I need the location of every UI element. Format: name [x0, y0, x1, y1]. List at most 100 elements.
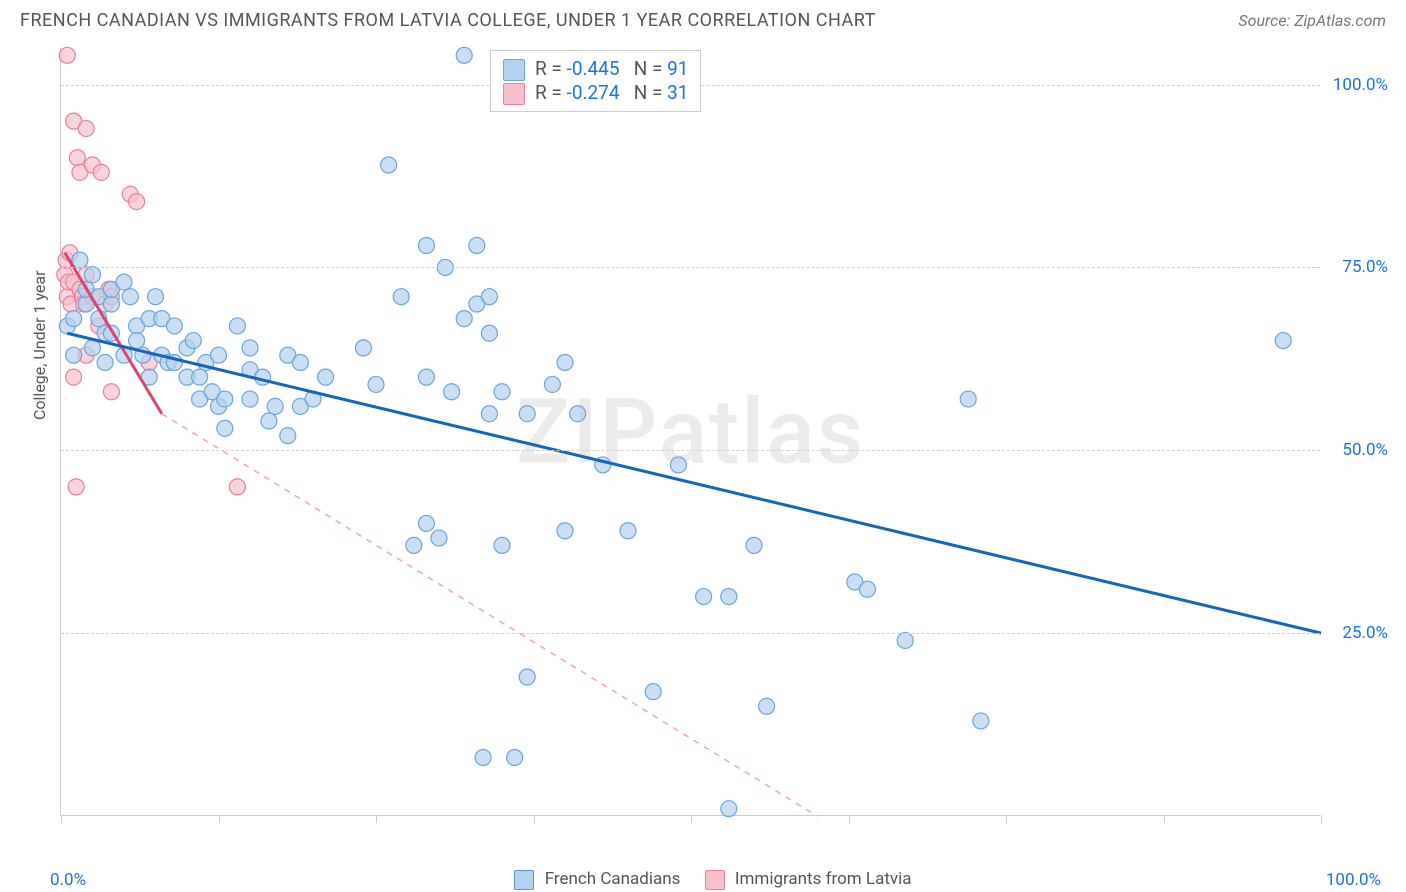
- y-tick-label: 100.0%: [1333, 75, 1388, 95]
- scatter-point: [960, 391, 976, 407]
- source-label: Source: ZipAtlas.com: [1238, 11, 1386, 30]
- scatter-point: [68, 479, 84, 495]
- scatter-point: [261, 413, 277, 429]
- scatter-point: [129, 333, 145, 349]
- scatter-point: [129, 194, 145, 210]
- x-tick: [376, 815, 377, 823]
- scatter-point: [418, 515, 434, 531]
- scatter-point: [85, 267, 101, 283]
- trend-line: [67, 333, 1321, 633]
- scatter-point: [557, 355, 573, 371]
- corr-swatch: [503, 59, 525, 81]
- scatter-point: [267, 398, 283, 414]
- scatter-point: [570, 406, 586, 422]
- scatter-point: [519, 669, 535, 685]
- scatter-point: [1275, 333, 1291, 349]
- scatter-point: [229, 479, 245, 495]
- r-value: -0.274: [567, 81, 620, 104]
- footer-legend: French Canadians Immigrants from Latvia: [0, 869, 1406, 890]
- scatter-point: [393, 289, 409, 305]
- scatter-point: [280, 428, 296, 444]
- scatter-point: [148, 289, 164, 305]
- scatter-point: [122, 289, 138, 305]
- r-label: R =: [535, 81, 567, 104]
- legend-label-blue: French Canadians: [545, 869, 681, 889]
- scatter-point: [897, 632, 913, 648]
- gridline: [61, 633, 1320, 634]
- correlation-legend: R = -0.445 N = 91R = -0.274 N = 31: [490, 50, 701, 112]
- scatter-point: [185, 333, 201, 349]
- chart-title: FRENCH CANADIAN VS IMMIGRANTS FROM LATVI…: [20, 10, 876, 31]
- scatter-point: [93, 164, 109, 180]
- n-value: 31: [667, 81, 688, 104]
- scatter-point: [645, 684, 661, 700]
- scatter-point: [192, 369, 208, 385]
- scatter-point: [318, 369, 334, 385]
- scatter-point: [66, 347, 82, 363]
- x-tick: [219, 815, 220, 823]
- scatter-point: [368, 376, 384, 392]
- scatter-point: [481, 325, 497, 341]
- correlation-row: R = -0.445 N = 91: [503, 57, 688, 81]
- scatter-point: [217, 420, 233, 436]
- correlation-row: R = -0.274 N = 31: [503, 81, 688, 105]
- scatter-point: [66, 311, 82, 327]
- x-tick: [849, 815, 850, 823]
- scatter-point: [620, 523, 636, 539]
- scatter-point: [211, 347, 227, 363]
- scatter-point: [494, 537, 510, 553]
- scatter-point: [103, 296, 119, 312]
- scatter-point: [217, 391, 233, 407]
- scatter-point: [406, 537, 422, 553]
- scatter-point: [69, 150, 85, 166]
- scatter-point: [229, 318, 245, 334]
- scatter-point: [456, 47, 472, 63]
- scatter-point: [475, 749, 491, 765]
- n-label: N =: [634, 57, 667, 80]
- scatter-point: [431, 530, 447, 546]
- legend-swatch-blue: [514, 870, 534, 890]
- scatter-point: [494, 384, 510, 400]
- r-value: -0.445: [567, 57, 620, 80]
- scatter-point: [166, 318, 182, 334]
- scatter-point: [242, 340, 258, 356]
- plot-area: ZIPatlas: [60, 48, 1320, 816]
- scatter-point: [481, 289, 497, 305]
- scatter-point: [721, 801, 737, 817]
- y-axis-label: College, Under 1 year: [30, 270, 49, 420]
- scatter-point: [670, 457, 686, 473]
- scatter-point: [242, 391, 258, 407]
- scatter-point: [469, 237, 485, 253]
- n-value: 91: [667, 57, 688, 80]
- scatter-point: [696, 589, 712, 605]
- scatter-point: [507, 749, 523, 765]
- scatter-point: [59, 47, 75, 63]
- corr-swatch: [503, 83, 525, 105]
- scatter-point: [418, 369, 434, 385]
- x-tick: [1164, 815, 1165, 823]
- n-label: N =: [634, 81, 667, 104]
- scatter-point: [418, 237, 434, 253]
- x-tick: [691, 815, 692, 823]
- scatter-svg: [61, 48, 1320, 815]
- scatter-point: [557, 523, 573, 539]
- legend-label-pink: Immigrants from Latvia: [735, 869, 912, 889]
- scatter-point: [746, 537, 762, 553]
- scatter-point: [859, 581, 875, 597]
- scatter-point: [292, 355, 308, 371]
- scatter-point: [456, 311, 472, 327]
- x-tick: [61, 815, 62, 823]
- scatter-point: [116, 274, 132, 290]
- x-tick: [1321, 815, 1322, 823]
- scatter-point: [66, 369, 82, 385]
- scatter-point: [759, 698, 775, 714]
- r-label: R =: [535, 57, 567, 80]
- y-tick-label: 25.0%: [1342, 623, 1388, 643]
- scatter-point: [103, 384, 119, 400]
- scatter-point: [721, 589, 737, 605]
- scatter-point: [381, 157, 397, 173]
- gridline: [61, 267, 1320, 268]
- scatter-point: [85, 340, 101, 356]
- scatter-point: [97, 355, 113, 371]
- x-tick: [534, 815, 535, 823]
